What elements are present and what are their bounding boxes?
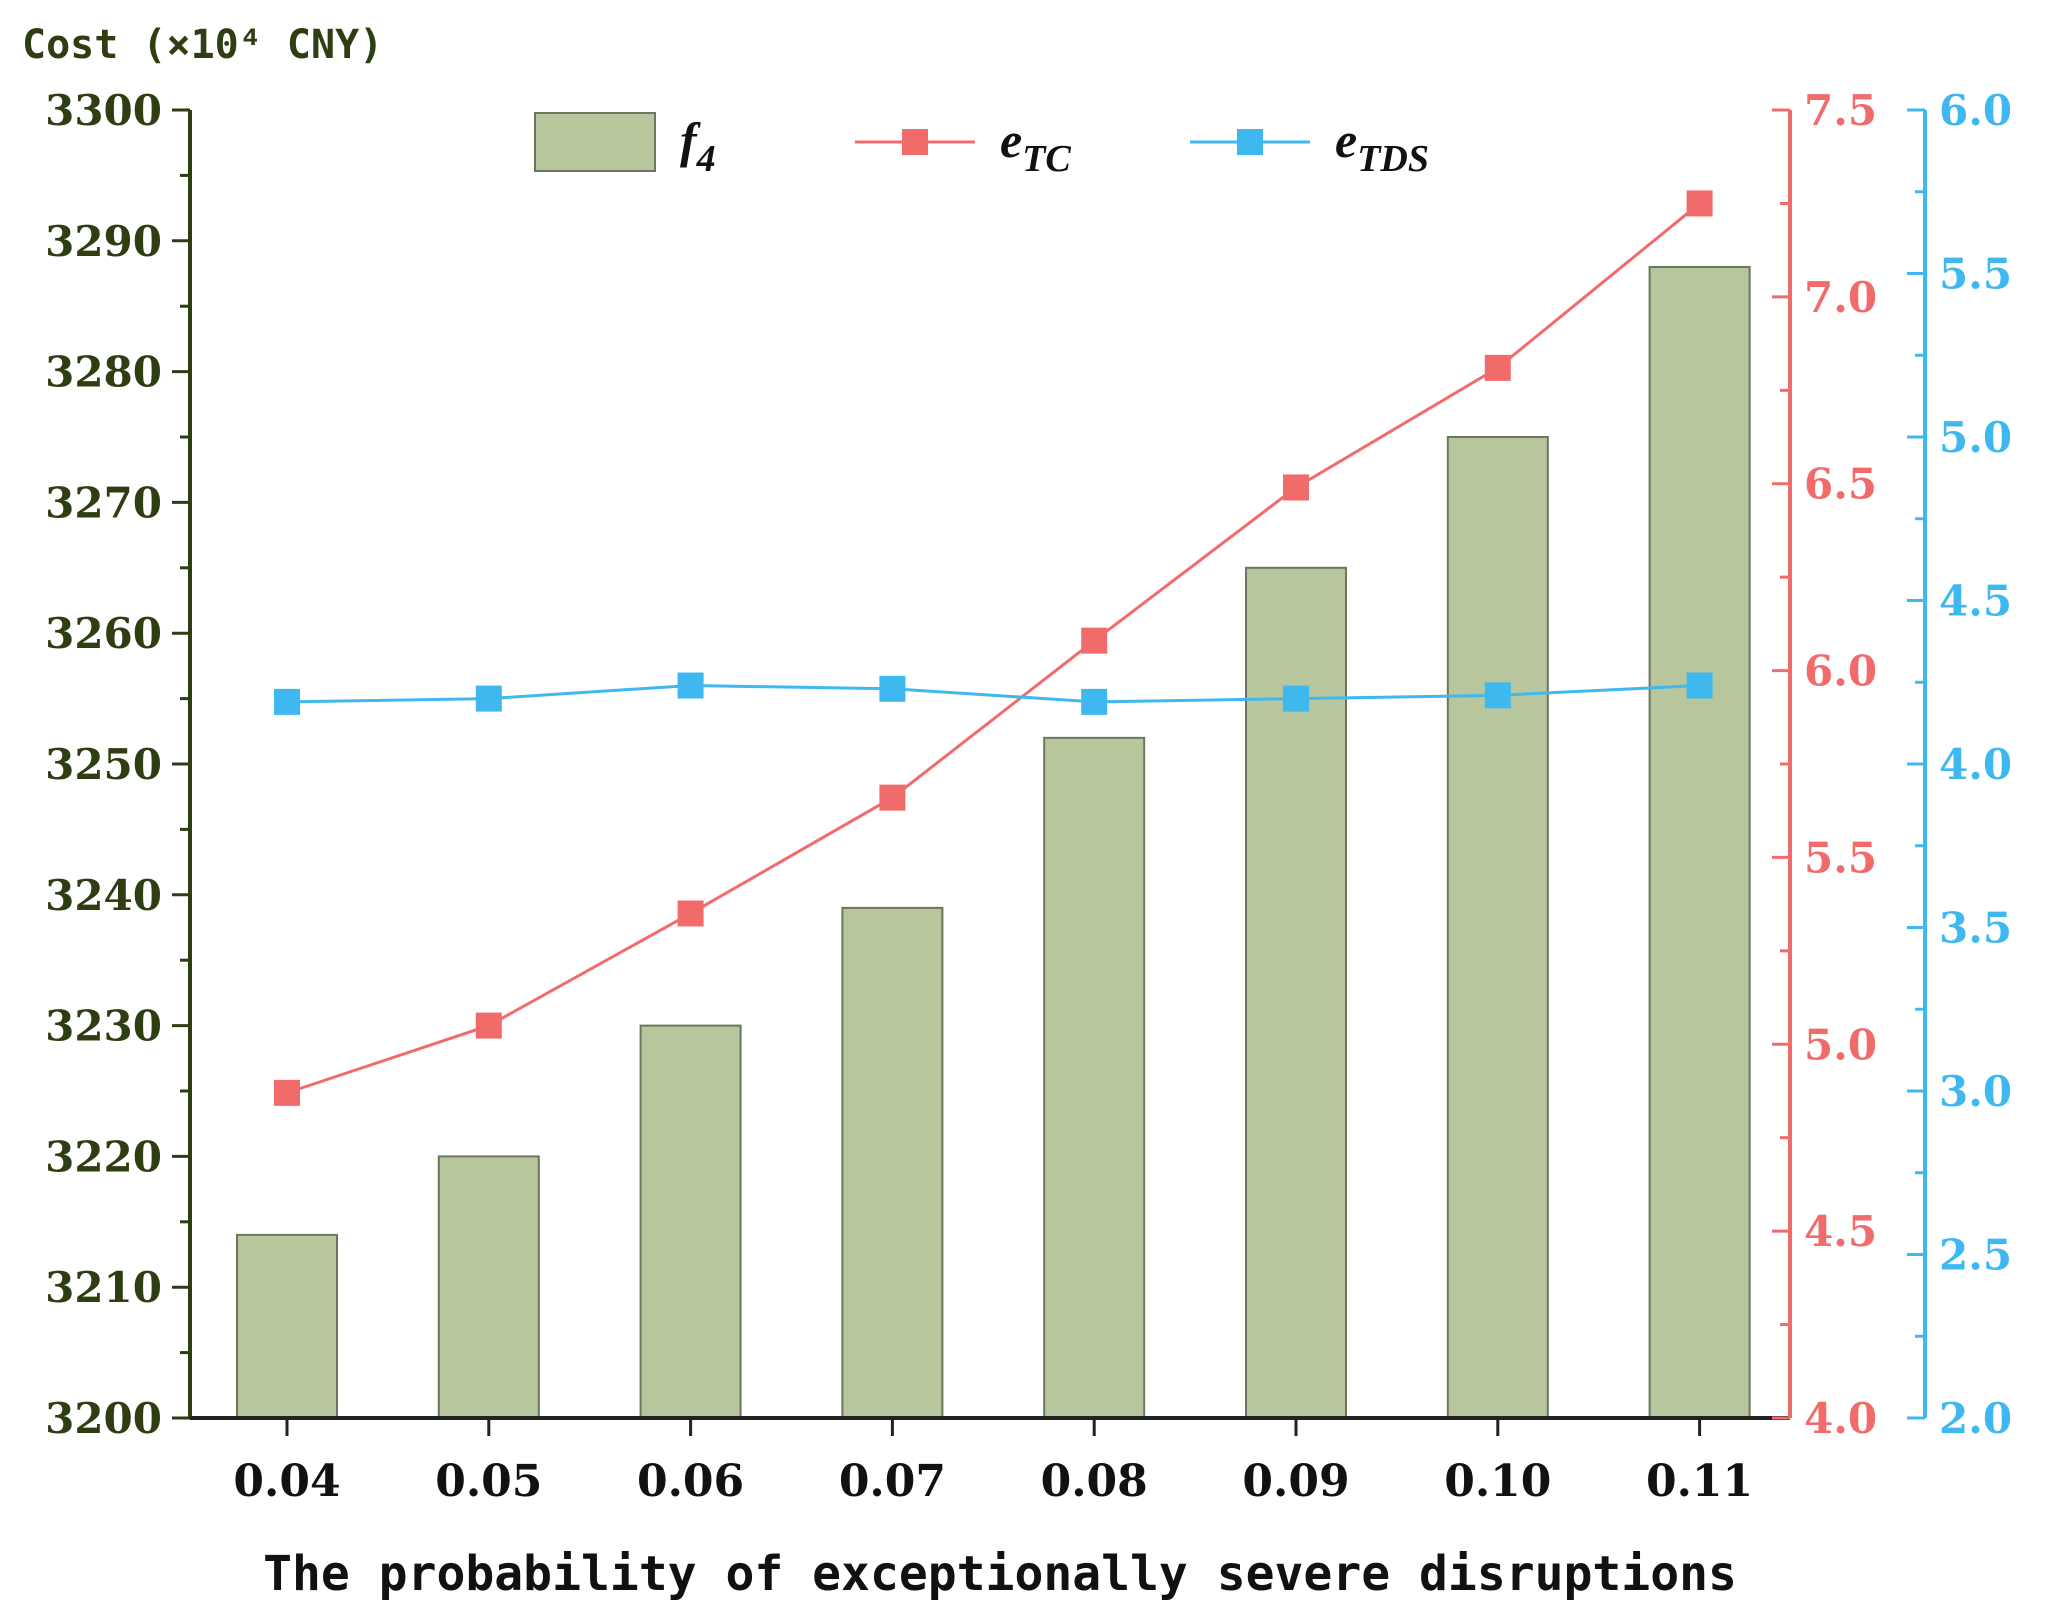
right2-tick-label-2.0: 2.0 <box>1939 1394 2012 1443</box>
legend-label-main: f <box>680 112 701 168</box>
x-tick-label-0.08: 0.08 <box>1041 1456 1148 1507</box>
axes: 3200 3210 3220 3230 3240 3250 3260 3270 3280 3290… <box>45 86 2012 1507</box>
left-tick-label-3230: 3230 <box>45 1002 162 1051</box>
right2-tick-label-5.0: 5.0 <box>1939 413 2012 462</box>
bar-0.10 <box>1446 436 1549 1419</box>
marker-eTDS-0.09 <box>1283 685 1309 712</box>
x-tick-label-0.09: 0.09 <box>1242 1456 1349 1507</box>
left-tick-label-3250: 3250 <box>45 740 162 789</box>
left-tick-label-3280: 3280 <box>45 348 162 397</box>
left-tick-label-3260: 3260 <box>45 609 162 658</box>
x-tick-label-0.04: 0.04 <box>233 1456 340 1507</box>
marker-eTDS-0.06 <box>677 672 704 699</box>
legend-label-eTC: eTC <box>1000 112 1071 180</box>
legend-label-sub: 4 <box>696 138 716 180</box>
legend-label-sub: TDS <box>1357 138 1429 180</box>
marker-eTDS-0.08 <box>1081 688 1108 715</box>
x-tick-label-0.11: 0.11 <box>1646 1456 1753 1507</box>
legend: f4 eTC eTDS <box>534 112 1429 180</box>
line-eTDS <box>286 684 1700 704</box>
right2-tick-label-5.5: 5.5 <box>1939 250 2012 299</box>
legend-label-eTDS: eTDS <box>1335 112 1429 180</box>
right1-tick-label-6.5: 6.5 <box>1804 460 1877 509</box>
bar-series-f4 <box>236 265 1751 1420</box>
marker-eTDS-0.05 <box>475 685 502 712</box>
right1-tick-label-5.0: 5.0 <box>1804 1020 1877 1069</box>
line-series <box>274 190 1713 1106</box>
bar-0.07 <box>841 906 944 1419</box>
y-axis-title: Cost (×10⁴ CNY) <box>22 22 383 68</box>
marker-eTC-0.08 <box>1081 627 1108 654</box>
marker-eTC-0.10 <box>1484 354 1511 381</box>
x-tick-label-0.07: 0.07 <box>839 1456 946 1507</box>
line-eTC <box>286 202 1701 1095</box>
marker-eTDS-0.04 <box>274 688 300 715</box>
bar-0.06 <box>639 1024 742 1419</box>
left-tick-label-3300: 3300 <box>45 86 162 135</box>
right2-tick-label-3.5: 3.5 <box>1939 904 2012 953</box>
bar-0.11 <box>1648 265 1751 1420</box>
left-tick-label-3270: 3270 <box>45 478 162 527</box>
right2-tick-label-6.0: 6.0 <box>1939 86 2012 135</box>
marker-eTC-0.11 <box>1686 190 1713 217</box>
left-tick-label-3240: 3240 <box>45 871 162 920</box>
legend-marker-eTDS <box>1237 129 1263 155</box>
x-tick-label-0.10: 0.10 <box>1444 1456 1551 1507</box>
bar-0.08 <box>1043 736 1146 1419</box>
marker-eTC-0.06 <box>677 900 704 927</box>
right1-tick-label-4.0: 4.0 <box>1804 1394 1877 1443</box>
marker-eTDS-0.10 <box>1484 682 1511 709</box>
marker-eTC-0.09 <box>1283 474 1309 501</box>
legend-marker-eTC <box>902 129 928 155</box>
legend-label-main: e <box>1335 112 1357 168</box>
x-axis-title: The probability of exceptionally severe … <box>263 1546 1737 1602</box>
right1-tick-label-5.5: 5.5 <box>1804 833 1877 882</box>
left-tick-label-3290: 3290 <box>45 217 162 266</box>
left-tick-label-3210: 3210 <box>45 1263 162 1312</box>
legend-label-f4: f4 <box>680 112 716 180</box>
right2-tick-label-2.5: 2.5 <box>1939 1231 2012 1280</box>
right1-tick-label-7.5: 7.5 <box>1804 86 1877 135</box>
right2-tick-label-4.5: 4.5 <box>1939 577 2012 626</box>
right2-tick-label-3.0: 3.0 <box>1939 1067 2012 1116</box>
marker-eTC-0.07 <box>879 784 906 811</box>
right1-tick-label-4.5: 4.5 <box>1804 1207 1877 1256</box>
bar-0.04 <box>236 1233 338 1419</box>
legend-swatch-f4 <box>534 112 656 172</box>
left-tick-label-3220: 3220 <box>45 1132 162 1181</box>
right2-tick-label-4.0: 4.0 <box>1939 740 2012 789</box>
right1-tick-label-6.0: 6.0 <box>1804 647 1877 696</box>
x-tick-label-0.06: 0.06 <box>637 1456 744 1507</box>
marker-eTC-0.04 <box>274 1079 300 1106</box>
marker-eTDS-0.11 <box>1686 672 1713 699</box>
bar-0.05 <box>437 1155 540 1420</box>
left-tick-label-3200: 3200 <box>45 1394 162 1443</box>
legend-label-main: e <box>1000 112 1022 168</box>
legend-label-sub: TC <box>1022 138 1071 180</box>
x-tick-label-0.05: 0.05 <box>435 1456 542 1507</box>
marker-eTC-0.05 <box>475 1012 502 1039</box>
marker-eTDS-0.07 <box>879 675 906 702</box>
right1-tick-label-7.0: 7.0 <box>1804 273 1877 322</box>
